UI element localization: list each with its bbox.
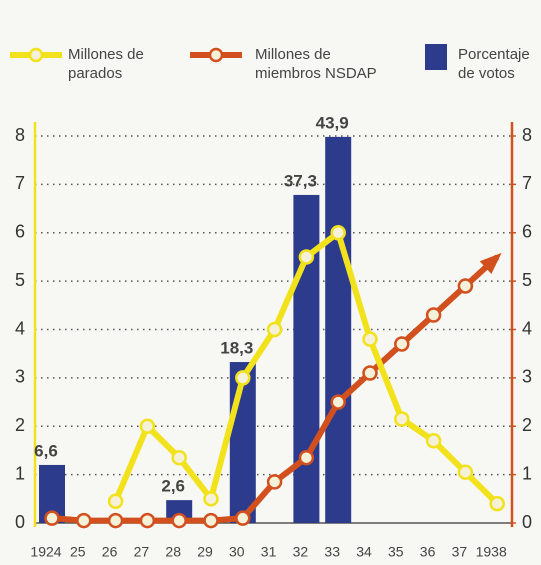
x-tick-label: 28 [165, 544, 181, 560]
point [107, 512, 124, 529]
point [425, 433, 442, 449]
y-tick-label: 7 [15, 173, 25, 193]
point [266, 474, 283, 490]
x-tick-label: 37 [452, 544, 468, 560]
point [425, 307, 442, 323]
y-tick-label: 2 [15, 415, 25, 435]
y-tick-label: 3 [15, 367, 25, 387]
x-tick-label: 29 [197, 544, 213, 560]
legend-swatch [425, 44, 447, 70]
y2-tick-label: 5 [522, 270, 532, 290]
x-tick-label: 1924 [30, 544, 61, 560]
point [44, 510, 60, 526]
point [235, 370, 251, 386]
y2-tick-label: 7 [522, 173, 532, 193]
point [139, 418, 156, 434]
y2-tick-label: 1 [522, 463, 532, 483]
point [298, 449, 315, 466]
x-tick-label: 33 [324, 544, 340, 560]
x-tick-label: 30 [229, 544, 245, 560]
point [457, 464, 474, 480]
bar-value-label: 2,6 [161, 477, 185, 496]
legend-swatch-point [208, 47, 224, 63]
bar-value-label: 18,3 [220, 339, 253, 358]
bar [325, 136, 352, 523]
y2-tick-label: 0 [522, 512, 532, 532]
point [330, 225, 346, 241]
x-tick-label: 34 [356, 544, 372, 560]
x-tick-label: 36 [420, 544, 436, 560]
y2-tick-label: 8 [522, 125, 532, 145]
x-tick-label: 26 [102, 544, 118, 560]
y-tick-label: 8 [15, 125, 25, 145]
legend-label: Millones de parados [68, 46, 144, 82]
point [330, 394, 346, 410]
point [457, 278, 474, 294]
y-tick-label: 6 [15, 222, 25, 242]
point [235, 510, 251, 526]
y-tick-label: 4 [15, 318, 25, 338]
y-tick-label: 5 [15, 270, 25, 290]
point [489, 495, 505, 512]
x-tick-label: 31 [261, 544, 277, 560]
legend-swatch-point [28, 47, 44, 63]
x-tick-label: 32 [293, 544, 309, 560]
point [139, 512, 156, 529]
point [203, 491, 219, 507]
bar [293, 194, 320, 523]
point [362, 331, 378, 347]
point [171, 512, 187, 529]
legend-label: Porcentaje de votos [458, 46, 530, 82]
arrow-head [479, 252, 502, 274]
point [203, 512, 219, 529]
point [394, 411, 410, 427]
bar-value-label: 6,6 [34, 441, 58, 460]
bar-value-label: 37,3 [284, 171, 317, 190]
y2-tick-label: 3 [522, 367, 532, 387]
point [107, 493, 124, 509]
x-tick-label: 35 [388, 544, 404, 560]
point [171, 449, 187, 466]
y-tick-label: 0 [15, 512, 25, 532]
bar-value-label: 43,9 [316, 113, 349, 132]
point [266, 321, 283, 338]
point [76, 512, 92, 529]
y2-tick-label: 2 [522, 415, 532, 435]
point [362, 365, 378, 381]
x-tick-label: 27 [134, 544, 150, 560]
y-tick-label: 1 [15, 463, 25, 483]
x-tick-label: 1938 [476, 544, 507, 560]
point [394, 336, 410, 352]
point [298, 249, 315, 265]
y2-tick-label: 6 [522, 222, 532, 242]
legend-label: Millones de miembros NSDAP [255, 46, 377, 82]
x-tick-label: 25 [70, 544, 86, 560]
y2-tick-label: 4 [522, 318, 532, 338]
